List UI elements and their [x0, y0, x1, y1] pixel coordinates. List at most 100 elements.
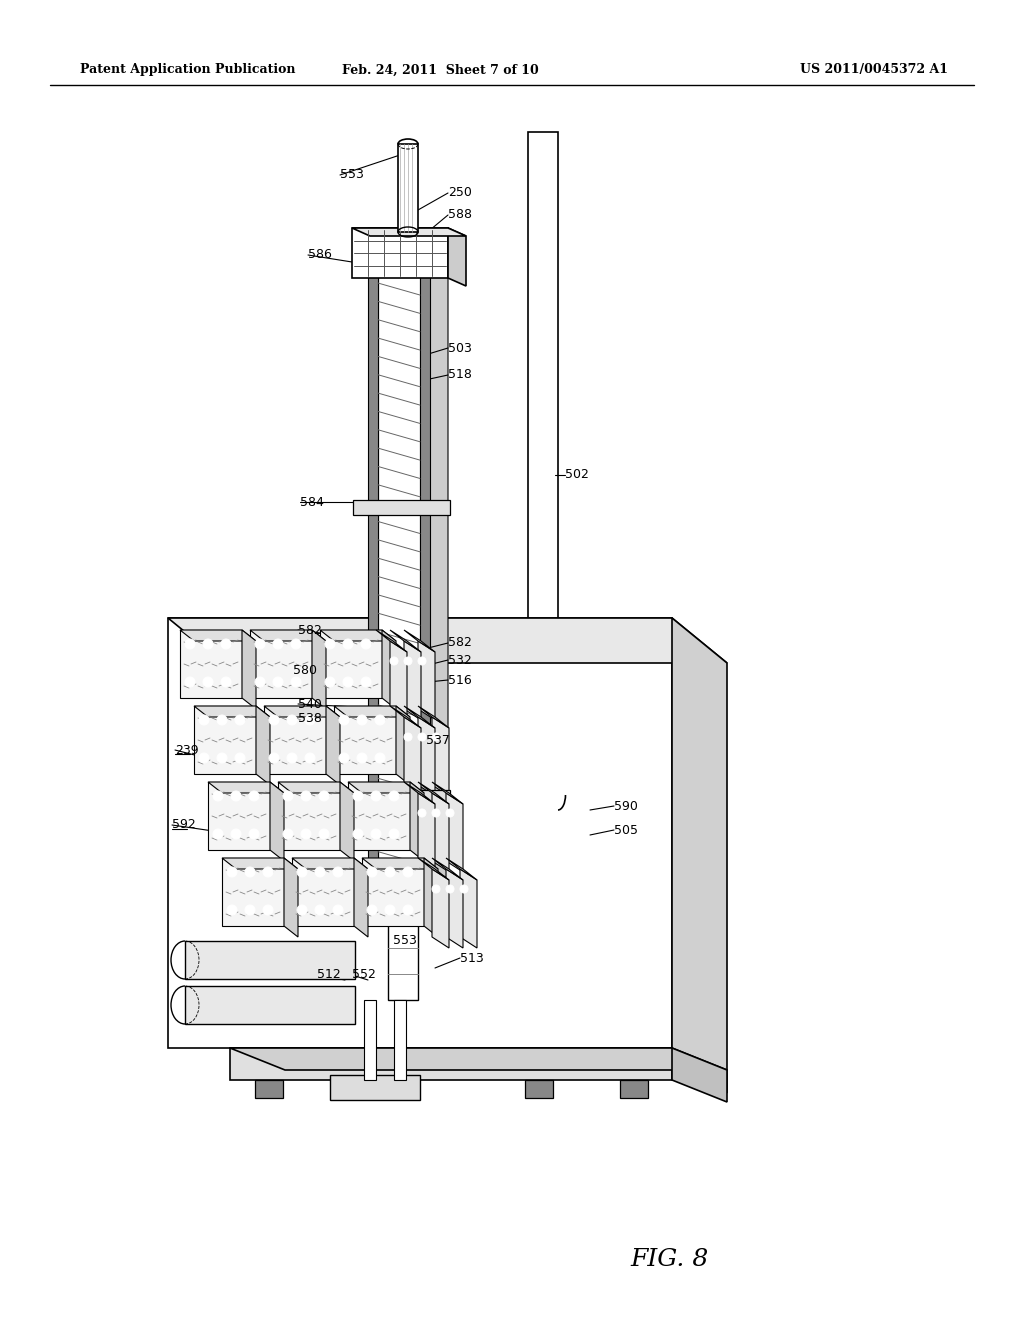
Circle shape [301, 829, 311, 840]
Polygon shape [352, 228, 449, 279]
Circle shape [273, 677, 283, 686]
Polygon shape [230, 1048, 727, 1071]
Polygon shape [446, 869, 463, 948]
Polygon shape [404, 706, 435, 729]
Polygon shape [230, 1048, 672, 1080]
Polygon shape [354, 858, 368, 937]
Polygon shape [326, 706, 340, 785]
Circle shape [357, 752, 367, 763]
Circle shape [333, 906, 343, 915]
Circle shape [283, 791, 293, 801]
Polygon shape [256, 706, 270, 785]
Polygon shape [404, 781, 435, 804]
Polygon shape [376, 630, 407, 652]
Circle shape [185, 677, 195, 686]
Text: 590: 590 [614, 800, 638, 813]
Polygon shape [398, 144, 418, 232]
Text: 552: 552 [352, 969, 376, 982]
Circle shape [375, 752, 385, 763]
Circle shape [315, 906, 325, 915]
Circle shape [371, 829, 381, 840]
Polygon shape [620, 1080, 648, 1098]
Polygon shape [284, 858, 298, 937]
Text: 580: 580 [293, 664, 317, 676]
Text: FIG. 8: FIG. 8 [630, 1249, 709, 1271]
Polygon shape [525, 1080, 553, 1098]
Circle shape [339, 715, 349, 725]
Circle shape [353, 791, 362, 801]
Circle shape [432, 733, 440, 741]
Text: US 2011/0045372 A1: US 2011/0045372 A1 [800, 63, 948, 77]
Text: 503: 503 [449, 342, 472, 355]
Circle shape [403, 867, 413, 876]
Polygon shape [446, 858, 477, 880]
Polygon shape [378, 228, 420, 870]
Polygon shape [242, 630, 256, 709]
Polygon shape [353, 909, 450, 920]
Circle shape [249, 791, 259, 801]
Circle shape [287, 752, 297, 763]
Circle shape [385, 906, 395, 915]
Polygon shape [404, 642, 421, 719]
Text: 553: 553 [340, 169, 364, 181]
Polygon shape [222, 858, 298, 869]
Circle shape [432, 809, 440, 817]
Text: 518: 518 [449, 368, 472, 381]
Circle shape [418, 809, 426, 817]
Circle shape [263, 906, 273, 915]
Circle shape [213, 829, 223, 840]
Polygon shape [319, 630, 382, 698]
Text: 532: 532 [449, 653, 472, 667]
Polygon shape [362, 858, 424, 927]
Polygon shape [404, 717, 421, 796]
Polygon shape [460, 869, 477, 948]
Circle shape [227, 867, 237, 876]
Polygon shape [319, 630, 396, 642]
Polygon shape [353, 500, 450, 515]
Polygon shape [362, 858, 438, 869]
Polygon shape [424, 858, 438, 937]
Circle shape [231, 791, 241, 801]
Circle shape [418, 657, 426, 665]
Circle shape [291, 639, 301, 649]
Text: 540: 540 [298, 697, 322, 710]
Text: 582: 582 [298, 623, 322, 636]
Polygon shape [390, 706, 421, 729]
Polygon shape [270, 781, 284, 861]
Polygon shape [449, 228, 466, 286]
Circle shape [339, 752, 349, 763]
Circle shape [269, 715, 279, 725]
Polygon shape [404, 630, 435, 652]
Text: 513: 513 [460, 952, 483, 965]
Polygon shape [432, 717, 449, 796]
Polygon shape [418, 793, 435, 873]
Polygon shape [394, 1001, 406, 1080]
Polygon shape [264, 706, 326, 774]
Circle shape [371, 791, 381, 801]
Text: Feb. 24, 2011  Sheet 7 of 10: Feb. 24, 2011 Sheet 7 of 10 [342, 63, 539, 77]
Circle shape [269, 752, 279, 763]
Polygon shape [168, 618, 672, 1048]
Circle shape [249, 829, 259, 840]
Circle shape [199, 715, 209, 725]
Text: 592: 592 [172, 818, 196, 832]
Polygon shape [418, 858, 449, 880]
Circle shape [353, 829, 362, 840]
Polygon shape [388, 870, 418, 1001]
Circle shape [245, 867, 255, 876]
Circle shape [375, 715, 385, 725]
Circle shape [333, 867, 343, 876]
Polygon shape [250, 630, 326, 642]
Polygon shape [432, 781, 463, 804]
Polygon shape [432, 869, 449, 948]
Circle shape [273, 639, 283, 649]
Polygon shape [348, 781, 424, 793]
Polygon shape [432, 793, 449, 873]
Polygon shape [194, 706, 256, 774]
Polygon shape [334, 706, 410, 717]
Polygon shape [368, 228, 449, 236]
Circle shape [255, 639, 265, 649]
Polygon shape [180, 630, 242, 698]
Polygon shape [368, 228, 378, 870]
Polygon shape [418, 642, 435, 719]
